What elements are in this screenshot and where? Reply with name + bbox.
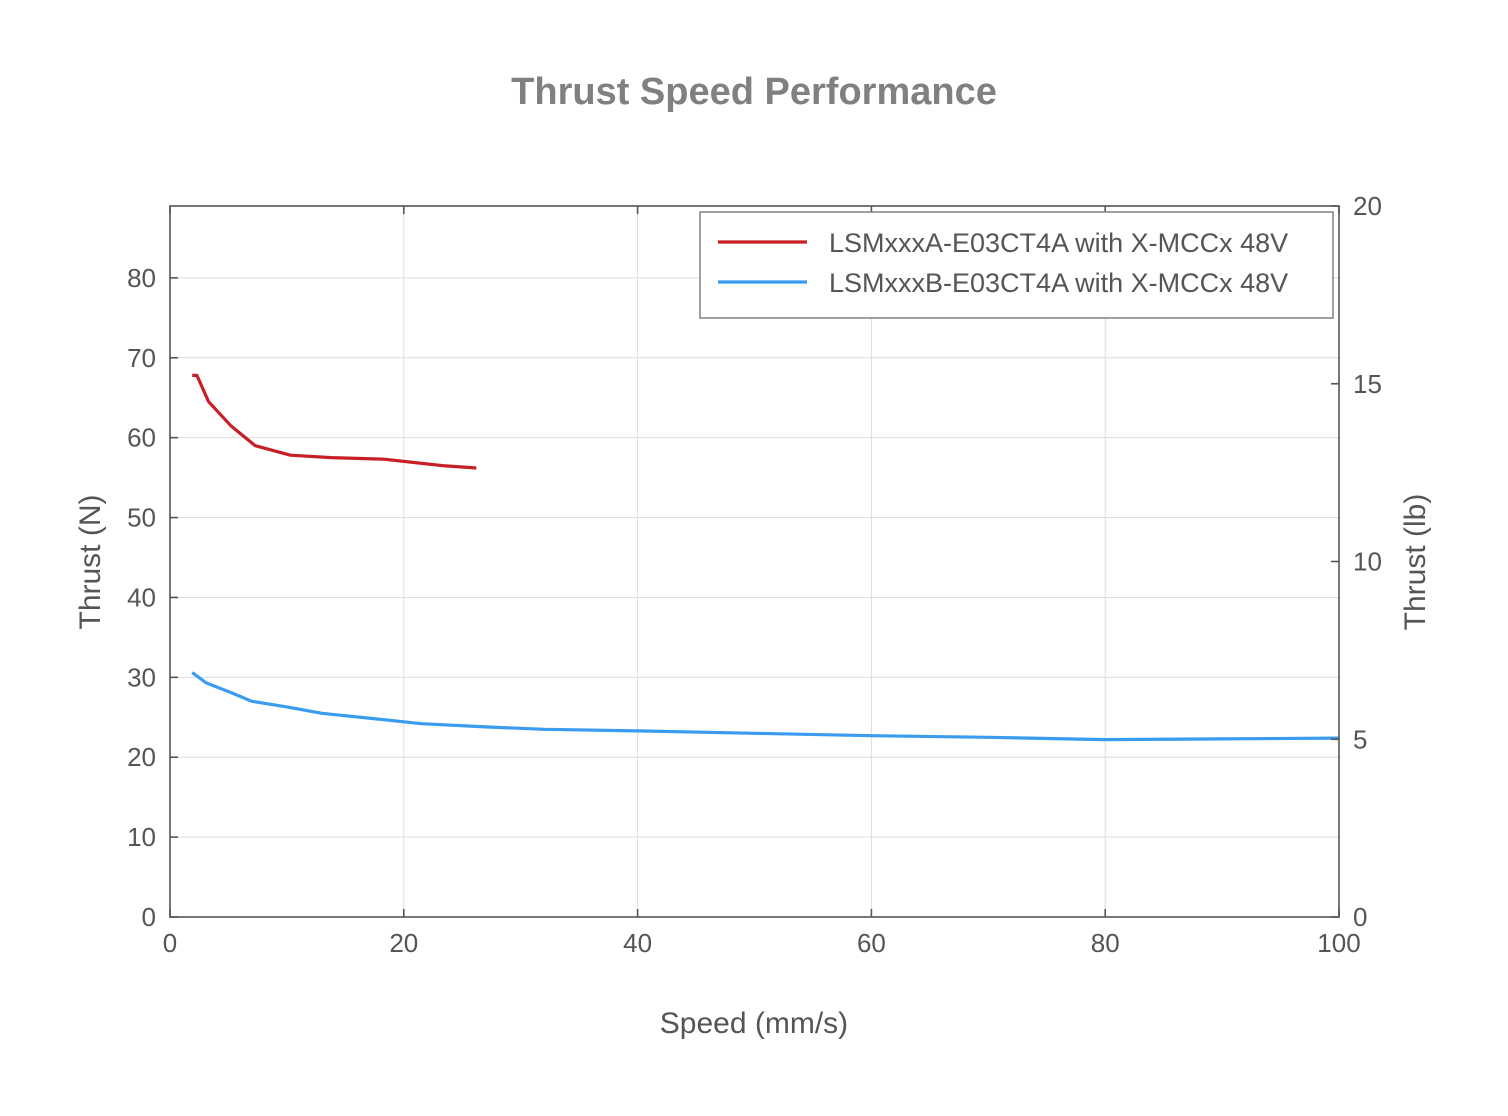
chart-title: Thrust Speed Performance [511,71,997,113]
y2-tick-label: 20 [1353,191,1382,221]
y2-tick-label: 5 [1353,724,1367,754]
y2-axis-label: Thrust (lb) [1399,494,1432,631]
x-tick-label: 40 [623,928,652,958]
x-tick-label: 20 [389,928,418,958]
legend-label-1: LSMxxxA-E03CT4A with X-MCCx 48V [829,228,1288,258]
y2-tick-label: 0 [1353,902,1367,932]
y-tick-label: 50 [127,503,156,533]
y-tick-label: 0 [142,902,156,932]
grid-lines [170,206,1339,917]
legend-box [699,211,1334,319]
y-tick-label: 40 [127,582,156,612]
y-tick-label: 60 [127,423,156,453]
x-tick-label: 100 [1317,928,1360,958]
legend-label-2: LSMxxxB-E03CT4A with X-MCCx 48V [829,268,1288,298]
y2-tick-label: 10 [1353,547,1382,577]
y-tick-label: 80 [127,263,156,293]
series-line-2 [191,671,1340,742]
y-axis-label: Thrust (N) [74,495,107,630]
y-tick-label: 30 [127,662,156,692]
x-tick-label: 0 [163,928,177,958]
y-tick-label: 10 [127,822,156,852]
y-tick-label: 20 [127,742,156,772]
y-tick-label: 70 [127,343,156,373]
data-series [191,373,1340,742]
x-tick-label: 60 [857,928,886,958]
y2-tick-label: 15 [1353,369,1382,399]
legend: LSMxxxA-E03CT4A with X-MCCx 48V LSMxxxB-E… [699,211,1334,319]
x-axis-label: Speed (mm/s) [660,1007,848,1040]
series-line-1 [192,373,477,470]
x-tick-label: 80 [1091,928,1120,958]
